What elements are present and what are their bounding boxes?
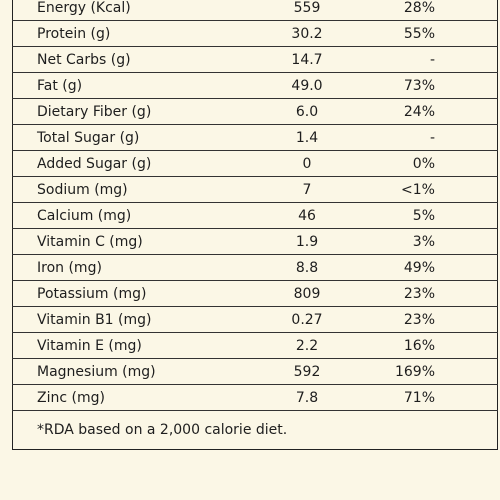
nutrient-name: Vitamin B1 (mg)	[12, 306, 237, 333]
table-row: Magnesium (mg) 592 169%	[12, 358, 498, 385]
rda-percent: 71%	[377, 384, 498, 411]
table-row: Added Sugar (g) 0 0%	[12, 150, 498, 177]
rda-percent: 16%	[377, 332, 498, 359]
amount: 1.4	[237, 124, 377, 151]
table-row: Vitamin C (mg) 1.9 3%	[12, 228, 498, 255]
nutrient-name: Dietary Fiber (g)	[12, 98, 237, 125]
amount: 0.27	[237, 306, 377, 333]
nutrient-name: Sodium (mg)	[12, 176, 237, 203]
nutrient-name: Iron (mg)	[12, 254, 237, 281]
table-row: Protein (g) 30.2 55%	[12, 20, 498, 47]
rda-percent: 24%	[377, 98, 498, 125]
nutrient-name: Fat (g)	[12, 72, 237, 99]
rda-percent: 55%	[377, 20, 498, 47]
table-row: Zinc (mg) 7.8 71%	[12, 384, 498, 411]
amount: 8.8	[237, 254, 377, 281]
nutrient-name: Added Sugar (g)	[12, 150, 237, 177]
rda-percent: 169%	[377, 358, 498, 385]
table-row: Net Carbs (g) 14.7-	[12, 46, 498, 73]
rda-percent: 49%	[377, 254, 498, 281]
rda-percent: -	[377, 46, 498, 73]
nutrient-name: Potassium (mg)	[12, 280, 237, 307]
rda-percent: 3%	[377, 228, 498, 255]
table-row: Calcium (mg) 46 5%	[12, 202, 498, 229]
table-row: Total Sugar (g) 1.4-	[12, 124, 498, 151]
table-row: Dietary Fiber (g) 6.0 24%	[12, 98, 498, 125]
amount: 46	[237, 202, 377, 229]
rda-percent: 28%	[377, 0, 498, 21]
nutrient-name: Protein (g)	[12, 20, 237, 47]
rda-percent: 23%	[377, 280, 498, 307]
nutrition-table: Energy (Kcal) 559 28% Protein (g) 30.2 55% Net…	[12, 0, 498, 450]
footnote-row: *RDA based on a 2,000 calorie diet.	[13, 411, 498, 450]
amount: 592	[237, 358, 377, 385]
table-row: Potassium (mg) 809 23%	[12, 280, 498, 307]
nutrient-name: Net Carbs (g)	[12, 46, 237, 73]
amount: 14.7	[237, 46, 377, 73]
footnote: *RDA based on a 2,000 calorie diet.	[37, 422, 288, 438]
amount: 2.2	[237, 332, 377, 359]
amount: 1.9	[237, 228, 377, 255]
amount: 30.2	[237, 20, 377, 47]
table-row: Energy (Kcal) 559 28%	[12, 0, 498, 21]
rda-percent: 5%	[377, 202, 498, 229]
rda-percent: 0%	[377, 150, 498, 177]
rda-percent: <1%	[377, 176, 498, 203]
amount: 7	[237, 176, 377, 203]
nutrient-name: Energy (Kcal)	[12, 0, 237, 21]
nutrient-name: Total Sugar (g)	[12, 124, 237, 151]
table-row: Sodium (mg) 7 <1%	[12, 176, 498, 203]
table-row: Vitamin B1 (mg) 0.27 23%	[12, 306, 498, 333]
nutrient-name: Magnesium (mg)	[12, 358, 237, 385]
nutrient-name: Vitamin E (mg)	[12, 332, 237, 359]
amount: 559	[237, 0, 377, 21]
nutrient-name: Calcium (mg)	[12, 202, 237, 229]
table-row: Fat (g) 49.0 73%	[12, 72, 498, 99]
table-row: Vitamin E (mg) 2.2 16%	[12, 332, 498, 359]
amount: 49.0	[237, 72, 377, 99]
table-row: Iron (mg) 8.8 49%	[12, 254, 498, 281]
rda-percent: -	[377, 124, 498, 151]
amount: 0	[237, 150, 377, 177]
amount: 7.8	[237, 384, 377, 411]
rda-percent: 23%	[377, 306, 498, 333]
nutrient-name: Zinc (mg)	[12, 384, 237, 411]
nutrient-name: Vitamin C (mg)	[12, 228, 237, 255]
amount: 809	[237, 280, 377, 307]
amount: 6.0	[237, 98, 377, 125]
rda-percent: 73%	[377, 72, 498, 99]
